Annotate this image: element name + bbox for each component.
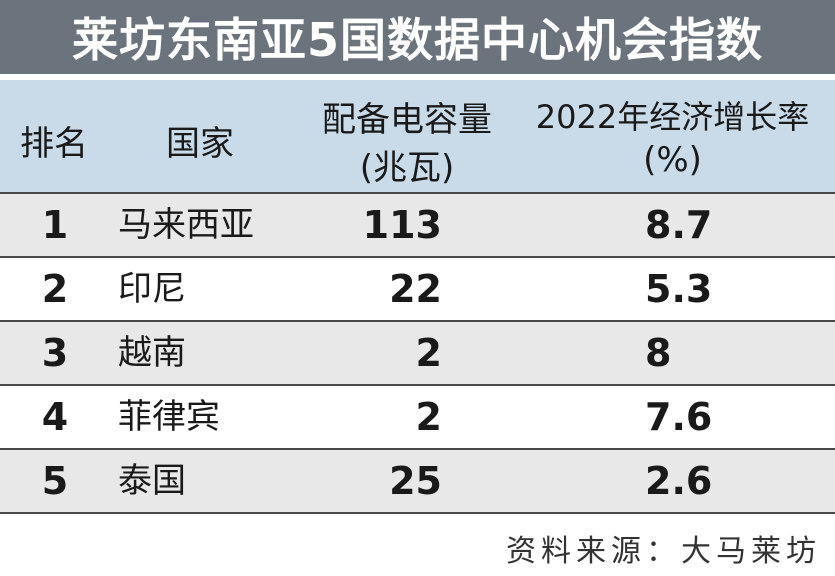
table-row: 1 马来西亚 113 8.7	[0, 192, 835, 256]
rank-cell: 1	[41, 203, 69, 247]
table-row: 4 菲律宾 2 7.6	[0, 384, 835, 448]
rank-cell: 4	[41, 395, 69, 439]
country-cell: 印尼	[118, 269, 186, 309]
title-bar: 莱坊东南亚5国数据中心机会指数	[0, 0, 835, 74]
page-title: 莱坊东南亚5国数据中心机会指数	[71, 13, 763, 67]
country-cell: 马来西亚	[118, 205, 254, 245]
growth-cell: 5.3	[645, 267, 713, 311]
capacity-cell: 2	[415, 395, 442, 439]
capacity-cell: 113	[362, 203, 442, 247]
capacity-cell: 2	[415, 331, 442, 375]
capacity-cell: 25	[389, 459, 442, 503]
source-note: 资料来源：大马莱坊	[506, 534, 821, 569]
table-row: 3 越南 2 8	[0, 320, 835, 384]
rank-cell: 2	[41, 267, 69, 311]
growth-cell: 8.7	[645, 203, 713, 247]
table-row: 2 印尼 22 5.3	[0, 256, 835, 320]
header-rank: 排名	[20, 124, 88, 164]
growth-cell: 7.6	[645, 395, 713, 439]
table-body: 1 马来西亚 113 8.7 2 印尼 22 5.3 3 越南 2 8 4 菲律…	[0, 192, 835, 514]
country-cell: 菲律宾	[118, 397, 220, 437]
growth-cell: 2.6	[645, 459, 713, 503]
growth-cell: 8	[645, 331, 672, 375]
header-country: 国家	[166, 124, 234, 164]
header-growth-line2: (%)	[643, 140, 702, 180]
capacity-cell: 22	[389, 267, 442, 311]
header-capacity-line1: 配备电容量	[322, 100, 492, 140]
table-row: 5 泰国 25 2.6	[0, 448, 835, 514]
country-cell: 泰国	[118, 461, 186, 501]
header-growth-line1: 2022年经济增长率	[535, 98, 810, 136]
header-capacity-line2: (兆瓦)	[359, 148, 455, 188]
country-cell: 越南	[118, 333, 186, 373]
table-header: 排名 国家 配备电容量 (兆瓦) 2022年经济增长率 (%)	[0, 80, 835, 192]
rank-cell: 3	[41, 331, 69, 375]
rank-cell: 5	[41, 459, 69, 503]
